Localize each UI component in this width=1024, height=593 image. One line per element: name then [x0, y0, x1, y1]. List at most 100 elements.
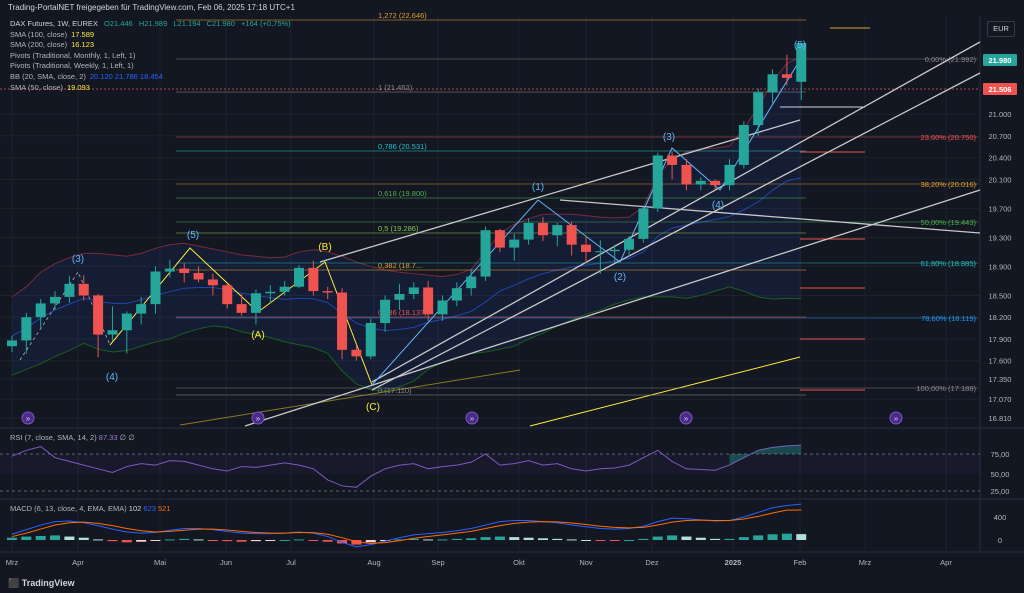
replay-icon-glyph: »: [256, 414, 261, 423]
macd-histogram-bar: [408, 538, 419, 540]
macd-histogram-bar: [164, 539, 175, 541]
candle-body: [695, 180, 706, 185]
fib-left-label: 1 (21.462): [378, 83, 413, 92]
macd-tick-label: 0: [998, 536, 1002, 545]
macd-histogram-bar: [35, 535, 46, 540]
fib-left-label: 0,618 (19.800): [378, 189, 427, 198]
macd-histogram-bar: [595, 540, 606, 541]
time-axis[interactable]: Mrz Apr Mai Jun Jul Aug Sep Okt Nov Dez 2025 Feb Mrz…: [6, 558, 953, 567]
legend-line-label: Pivots (Traditional, Weekly, 1, Left, 1): [10, 61, 134, 71]
price-tick-label: 17.600: [989, 357, 1012, 366]
replay-icon: [679, 411, 693, 425]
wave-label: (1): [532, 182, 544, 193]
macd-histogram-bar: [480, 537, 491, 540]
candle-body: [408, 287, 419, 294]
macd-histogram-bar: [193, 539, 204, 541]
price-tick-label: 16.810: [989, 414, 1012, 423]
logo-text: TradingView: [21, 578, 75, 588]
macd-hist-value: 102: [128, 504, 142, 513]
candle-body: [337, 292, 348, 350]
legend-line-label: BB (20, SMA, close, 2): [10, 71, 86, 81]
ohlc-high: H21.989: [138, 19, 168, 28]
header-text: Trading-PortalNET freigegeben für Tradin…: [8, 3, 295, 12]
macd-histogram-bar: [136, 540, 147, 542]
time-tick-label: Nov: [579, 558, 593, 567]
wave-label: (2): [614, 272, 626, 283]
wave-label: (5): [187, 230, 199, 241]
trend-line: [371, 41, 981, 383]
macd-name: MACD (6, 13, close, 4, EMA, EMA): [10, 504, 127, 513]
legend-line-value: 16.123: [71, 40, 95, 50]
macd-tick-label: 400: [994, 513, 1007, 522]
bb-fill: [12, 56, 802, 392]
price-tick-label: 19.300: [989, 233, 1012, 242]
tradingview-logo[interactable]: ⬛ TradingView: [8, 578, 75, 589]
legend-line-label: SMA (50, close): [10, 82, 63, 92]
time-tick-label: Mrz: [6, 558, 19, 567]
macd-histogram-bar: [537, 538, 548, 540]
time-tick-label: 2025: [725, 558, 742, 567]
macd-line-value: 623: [143, 504, 156, 513]
candle-body: [667, 155, 678, 165]
rsi-extra: ∅ ∅: [119, 433, 135, 442]
time-tick-label: Okt: [513, 558, 526, 567]
macd-histogram-bar: [50, 535, 61, 540]
wave-label: (3): [663, 132, 675, 143]
bb-lower: [11, 286, 802, 392]
macd-histogram-bar: [308, 540, 319, 541]
price-tick-label: 17.350: [989, 375, 1012, 384]
macd-histogram-bar: [265, 540, 276, 541]
rsi-value: 87.33: [98, 433, 118, 442]
candle-body: [322, 291, 333, 293]
candle-body: [150, 271, 161, 305]
candle-body: [50, 296, 61, 304]
fib-left-label: 0,5 (19.286): [378, 224, 419, 233]
fib-right-label: 78,60% (18.119): [921, 314, 976, 323]
time-tick-label: Sep: [431, 558, 444, 567]
price-tick-label: 18.900: [989, 262, 1012, 271]
rsi-panel[interactable]: 75,00 50,00 25,00: [0, 444, 1009, 496]
fib-left-label: 0,382 (18.7...: [378, 261, 422, 270]
legend-line: SMA (50, close) 19.093: [10, 83, 295, 94]
macd-signal-value: 521: [158, 504, 171, 513]
candle-body: [781, 74, 792, 78]
fib-left-label: 1,272 (22.646): [378, 11, 427, 20]
macd-histogram-bar: [107, 540, 118, 542]
fib-right-label: 23,60% (20.750): [921, 133, 977, 142]
macd-histogram-bar: [279, 540, 290, 541]
macd-histogram-bar: [624, 540, 635, 541]
macd-histogram-bar: [724, 538, 735, 540]
candle-body: [451, 288, 462, 301]
candle-body: [423, 287, 434, 315]
currency-selector[interactable]: EUR: [987, 21, 1015, 37]
macd-histogram-bar: [7, 537, 17, 540]
macd-histogram-bar: [121, 540, 132, 543]
candle-body: [595, 251, 606, 253]
share-header: Trading-PortalNET freigegeben für Tradin…: [0, 0, 1024, 16]
price-axis[interactable]: 21.000 20.700 20.400 20.100 19.700 19.300 18.9…: [983, 54, 1017, 423]
fib-left-label: 0 (17.110): [378, 386, 412, 395]
macd-histogram-bar: [767, 534, 778, 540]
legend-line-label: Pivots (Traditional, Monthly, 1, Left, 1…: [10, 50, 136, 60]
replay-icon-glyph: »: [26, 414, 31, 423]
candle-body: [21, 317, 32, 341]
ohlc-change: +164 (+0,75%): [241, 19, 291, 28]
replay-icon: [889, 411, 903, 425]
candle-body: [710, 180, 721, 186]
candle-body: [796, 43, 807, 82]
time-tick-label: Apr: [940, 558, 952, 567]
candle-body: [294, 267, 304, 287]
candle-body: [64, 283, 75, 297]
macd-histogram-bar: [351, 540, 362, 545]
wave-label: (4): [106, 372, 118, 383]
replay-icon-glyph: »: [470, 414, 475, 423]
price-tick-label: 17.070: [989, 395, 1012, 404]
macd-histogram-bar: [552, 538, 563, 540]
candle-body: [121, 313, 132, 331]
candle-body: [279, 286, 290, 292]
macd-histogram-bar: [236, 540, 247, 542]
price-marker-box: [983, 83, 1017, 95]
macd-histogram-bar: [753, 535, 764, 540]
macd-panel[interactable]: 400 0: [7, 503, 1007, 548]
